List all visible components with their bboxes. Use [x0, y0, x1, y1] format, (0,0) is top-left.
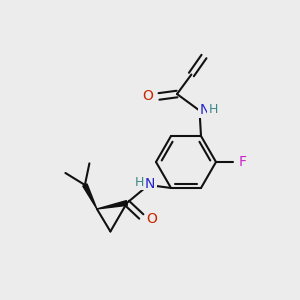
Polygon shape [83, 184, 97, 209]
Text: O: O [147, 212, 158, 226]
Text: N: N [145, 177, 155, 191]
Text: H: H [208, 103, 218, 116]
Text: N: N [200, 103, 210, 117]
Text: F: F [239, 155, 247, 169]
Text: H: H [135, 176, 144, 189]
Text: O: O [142, 89, 153, 103]
Polygon shape [97, 201, 128, 209]
